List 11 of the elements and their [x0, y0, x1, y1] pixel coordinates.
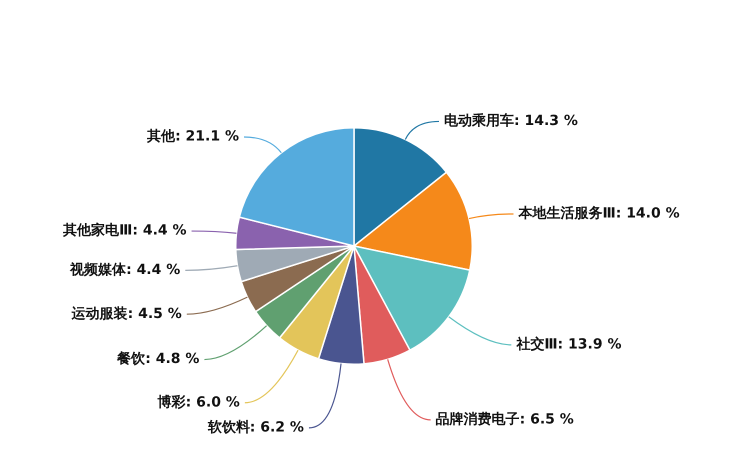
- slice-label: 餐饮: 4.8 %: [116, 351, 200, 368]
- slice-label: 软饮料: 6.2 %: [206, 420, 304, 436]
- slice-label: 其他: 21.1 %: [146, 128, 239, 145]
- slice-label: 博彩: 6.0 %: [156, 394, 240, 410]
- slice-label: 品牌消费电子: 6.5 %: [436, 412, 574, 428]
- slice-label: 运动服装: 4.5 %: [70, 306, 182, 322]
- slice-label: 社交Ⅲ: 13.9 %: [515, 336, 622, 353]
- slice-label: 电动乘用车: 14.3 %: [444, 112, 578, 130]
- slice-label: 视频媒体: 4.4 %: [69, 261, 180, 278]
- slice-label: 其他家电Ⅲ: 4.4 %: [62, 222, 187, 239]
- slice-label: 本地生活服务Ⅲ: 14.0 %: [517, 206, 680, 222]
